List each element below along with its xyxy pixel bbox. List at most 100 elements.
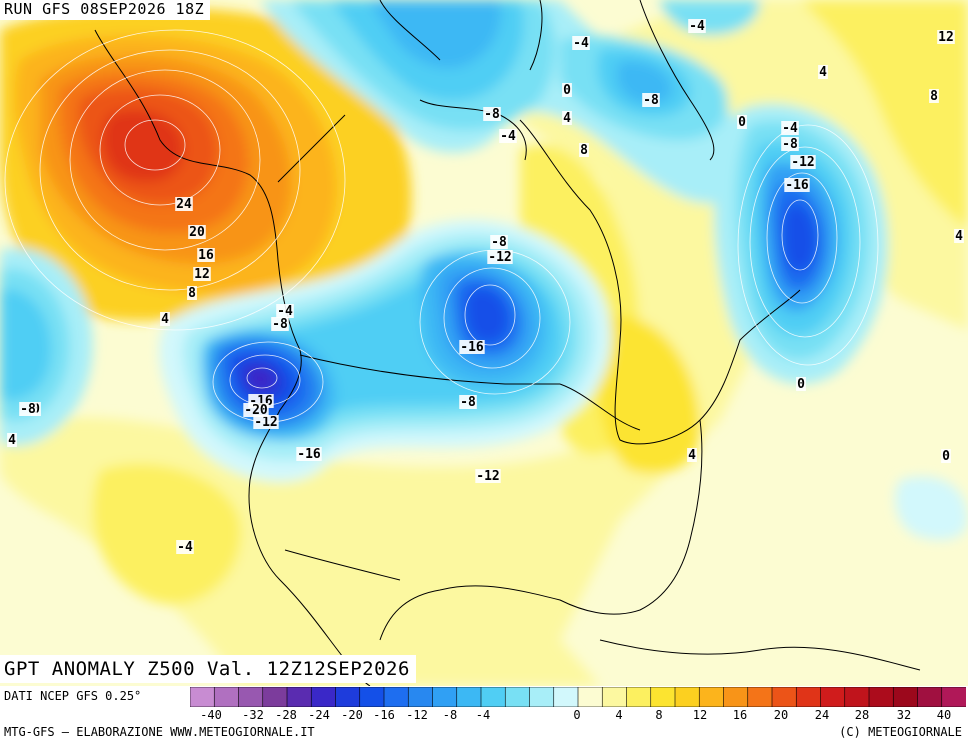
svg-text:-20: -20 xyxy=(244,403,268,418)
valid-time-label: GPT ANOMALY Z500 Val. 12Z12SEP2026 xyxy=(0,655,416,683)
colorbar-swatch xyxy=(480,687,507,707)
svg-text:8: 8 xyxy=(580,143,588,158)
svg-text:0: 0 xyxy=(797,377,805,392)
colorbar xyxy=(190,687,966,707)
svg-text:4: 4 xyxy=(563,111,571,126)
svg-text:-12: -12 xyxy=(791,155,814,170)
colorbar-swatch xyxy=(601,687,628,707)
colorbar-swatch xyxy=(795,687,822,707)
contour-label: 4 xyxy=(818,65,828,80)
contour-label: -8 xyxy=(781,137,799,152)
contour-label: 16 xyxy=(197,248,215,263)
contour-label: -8 xyxy=(642,93,660,108)
colorbar-swatch xyxy=(213,687,240,707)
contour-label: -4 xyxy=(781,121,799,136)
contour-label: -12 xyxy=(253,415,279,430)
svg-text:8: 8 xyxy=(930,89,938,104)
contour-labels: 2420161284-4-8-16-12-20-16-12-404-8-12-1… xyxy=(7,19,964,555)
colorbar-tick-label: -28 xyxy=(275,708,297,722)
svg-text:0: 0 xyxy=(738,115,746,130)
contour-label: 8 xyxy=(579,143,589,158)
svg-text:4: 4 xyxy=(161,312,169,327)
colorbar-tick-label: -20 xyxy=(341,708,363,722)
contour-label: 4 xyxy=(687,448,697,463)
svg-text:12: 12 xyxy=(938,30,954,45)
contour-label: -4 xyxy=(572,36,590,51)
svg-text:-4: -4 xyxy=(689,19,705,34)
svg-text:-8: -8 xyxy=(643,93,659,108)
svg-text:24: 24 xyxy=(176,197,192,212)
run-label: RUN GFS 08SEP2026 18Z xyxy=(0,0,211,20)
colorbar-swatch xyxy=(917,687,943,707)
anomaly-map: 2420161284-4-8-16-12-20-16-12-404-8-12-1… xyxy=(0,0,968,686)
colorbar-swatch xyxy=(941,687,966,707)
svg-text:12: 12 xyxy=(194,267,210,282)
colorbar-tick-label: -16 xyxy=(373,708,395,722)
colorbar-swatch xyxy=(698,687,725,707)
svg-text:-4: -4 xyxy=(177,540,193,555)
colorbar-swatch xyxy=(771,687,798,707)
contour-label: 4 xyxy=(7,433,17,448)
colorbar-swatch xyxy=(504,687,531,707)
svg-text:-8: -8 xyxy=(491,235,507,250)
svg-text:-16: -16 xyxy=(785,178,809,193)
colorbar-swatch xyxy=(383,687,410,707)
svg-text:-8: -8 xyxy=(460,395,476,410)
colorbar-swatch xyxy=(456,687,482,707)
colorbar-tick-label: -32 xyxy=(242,708,264,722)
colorbar-swatch xyxy=(820,687,846,707)
svg-text:-12: -12 xyxy=(476,469,499,484)
svg-text:8: 8 xyxy=(188,286,196,301)
colorbar-tick-label: 12 xyxy=(692,708,708,722)
colorbar-swatch xyxy=(407,687,434,707)
svg-text:-4: -4 xyxy=(277,304,293,319)
colorbar-swatch xyxy=(553,687,579,707)
contour-label: 0 xyxy=(562,83,572,98)
contour-label: -4 xyxy=(176,540,194,555)
colorbar-swatch xyxy=(262,687,288,707)
data-source: DATI NCEP GFS 0.25° xyxy=(4,689,142,703)
contour-label: 12 xyxy=(937,30,955,45)
contour-label: -8 xyxy=(271,317,289,332)
contour-label: 8 xyxy=(187,286,197,301)
colorbar-swatch xyxy=(844,687,870,707)
colorbar-tick-label: 24 xyxy=(814,708,830,722)
colorbar-swatch xyxy=(432,687,458,707)
svg-text:-4: -4 xyxy=(782,121,798,136)
colorbar-swatch xyxy=(868,687,895,707)
contour-label: 4 xyxy=(562,111,572,126)
colorbar-tick-label: 4 xyxy=(615,708,623,722)
colorbar-swatch xyxy=(335,687,361,707)
colorbar-swatch xyxy=(359,687,385,707)
colorbar-swatch xyxy=(238,687,264,707)
contour-label: 4 xyxy=(160,312,170,327)
contour-label: 4 xyxy=(954,229,964,244)
svg-text:-4: -4 xyxy=(573,36,589,51)
contour-label: -8 xyxy=(459,395,477,410)
svg-text:0: 0 xyxy=(563,83,571,98)
contour-label: 20 xyxy=(188,225,206,240)
svg-text:16: 16 xyxy=(198,248,214,263)
svg-text:4: 4 xyxy=(8,433,16,448)
svg-text:20: 20 xyxy=(189,225,205,240)
colorbar-swatch xyxy=(650,687,676,707)
colorbar-swatch xyxy=(577,687,604,707)
colorbar-swatch xyxy=(310,687,337,707)
contour-label: -16 xyxy=(296,447,322,462)
svg-text:4: 4 xyxy=(819,65,827,80)
contour-label: -20 xyxy=(243,403,269,418)
colorbar-swatch xyxy=(529,687,555,707)
credit: MTG-GFS – ELABORAZIONE WWW.METEOGIORNALE… xyxy=(4,725,315,739)
svg-text:-16: -16 xyxy=(460,340,484,355)
svg-text:-16: -16 xyxy=(297,447,321,462)
colorbar-tick-label: -8 xyxy=(442,708,458,722)
contour-label: -8 xyxy=(483,107,501,122)
colorbar-swatch xyxy=(626,687,652,707)
contour-label: 24 xyxy=(175,197,193,212)
svg-text:-8: -8 xyxy=(782,137,798,152)
contour-label: 8 xyxy=(929,89,939,104)
contour-label: -16 xyxy=(784,178,810,193)
colorbar-swatch xyxy=(723,687,749,707)
isolines xyxy=(4,29,879,423)
colorbar-swatch xyxy=(286,687,313,707)
